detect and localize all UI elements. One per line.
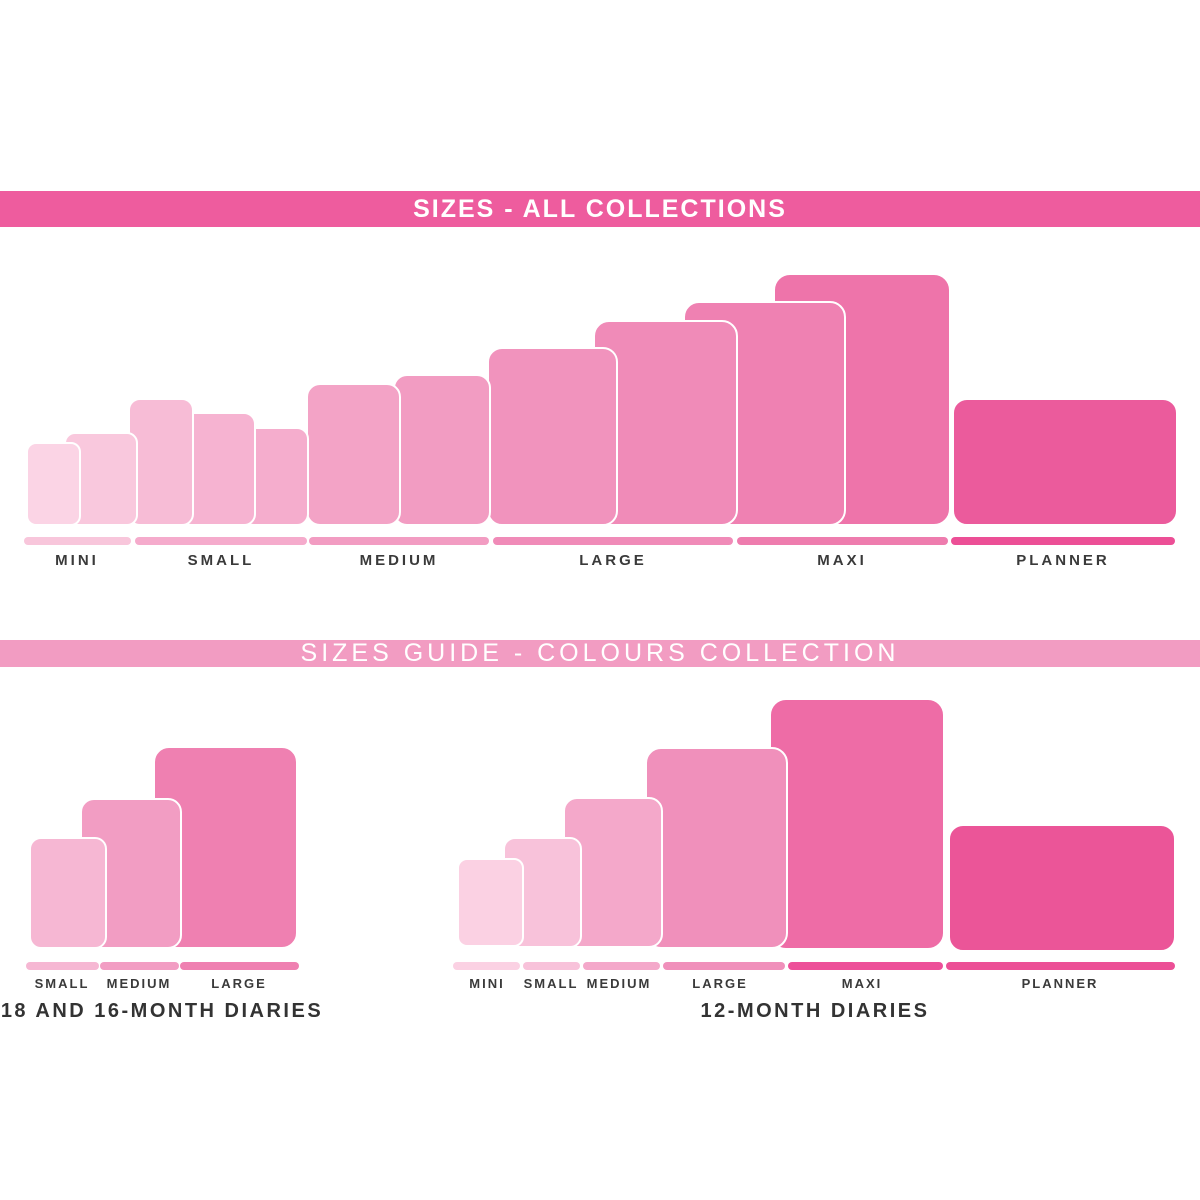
book-large-1: [487, 347, 618, 526]
bar-mini: [24, 537, 131, 545]
bar-large: [663, 962, 785, 970]
bottom-banner-title: SIZES GUIDE - COLOURS COLLECTION: [300, 639, 900, 667]
bar-medium: [583, 962, 660, 970]
book-large-1: [645, 747, 788, 949]
book-mini-1: [26, 442, 81, 526]
label-small: SMALL: [523, 976, 579, 991]
bar-small: [135, 537, 307, 545]
group-title-18-16-month-diaries: 18 AND 16-MONTH DIARIES: [0, 1000, 324, 1022]
label-medium: MEDIUM: [359, 552, 439, 569]
bottom-section-banner: SIZES GUIDE - COLOURS COLLECTION: [0, 639, 1200, 667]
label-large: LARGE: [579, 552, 647, 569]
label-maxi: MAXI: [841, 976, 883, 991]
bar-small: [26, 962, 99, 970]
bar-maxi: [737, 537, 948, 545]
bar-medium: [100, 962, 179, 970]
bar-large: [180, 962, 299, 970]
bar-maxi: [788, 962, 943, 970]
label-medium: MEDIUM: [106, 976, 172, 991]
book-planner-1: [948, 824, 1176, 952]
book-medium-2: [393, 374, 491, 526]
bar-planner: [946, 962, 1175, 970]
bar-large: [493, 537, 733, 545]
label-small: SMALL: [34, 976, 90, 991]
book-maxi-1: [769, 698, 945, 950]
top-section-banner: SIZES - ALL COLLECTIONS: [0, 191, 1200, 227]
top-banner-title: SIZES - ALL COLLECTIONS: [413, 194, 787, 223]
bar-small: [523, 962, 580, 970]
book-planner-1: [952, 398, 1178, 526]
label-maxi: MAXI: [817, 552, 867, 569]
book-small-1: [29, 837, 107, 949]
bar-planner: [951, 537, 1175, 545]
label-large: LARGE: [692, 976, 748, 991]
bar-mini: [453, 962, 520, 970]
label-planner: PLANNER: [1021, 976, 1099, 991]
label-large: LARGE: [211, 976, 267, 991]
label-planner: PLANNER: [1016, 552, 1110, 569]
label-mini: MINI: [469, 976, 505, 991]
label-medium: MEDIUM: [586, 976, 652, 991]
label-mini: MINI: [55, 552, 99, 569]
book-mini-1: [457, 858, 524, 947]
group-title-12-month-diaries: 12-MONTH DIARIES: [700, 1000, 930, 1022]
book-medium-1: [306, 383, 401, 526]
label-small: SMALL: [187, 552, 255, 569]
bar-medium: [309, 537, 489, 545]
